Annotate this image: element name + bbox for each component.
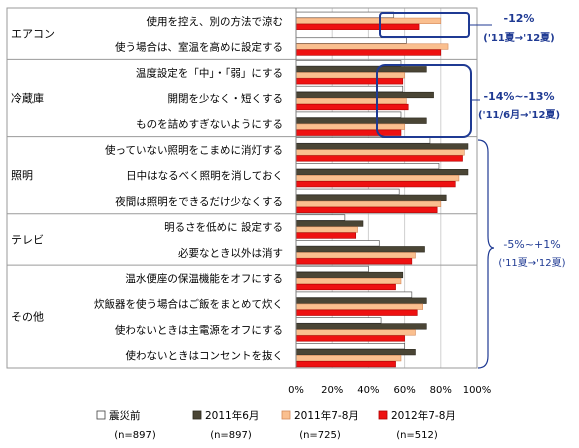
bar [295, 78, 404, 85]
bar [295, 226, 358, 233]
category-label: 使用を控え、別の方法で涼む [147, 15, 284, 28]
bar [295, 72, 405, 79]
category-label: 炊飯器を使う場合はご飯をまとめて炊く [94, 298, 283, 311]
bar [295, 17, 442, 24]
bar [295, 91, 434, 99]
category-label: 必要なとき以外は消す [178, 246, 283, 259]
category-label: 夜間は照明をできるだけ少なくする [115, 195, 283, 208]
bar [295, 181, 456, 188]
bar [295, 271, 404, 279]
bar [295, 137, 431, 144]
annotation-sublabel: ('11夏→'12夏) [498, 257, 565, 269]
bar [295, 123, 405, 130]
category-label: ものを詰めすぎないようにする [136, 118, 283, 131]
bar [295, 85, 404, 93]
x-tick-label: 20% [321, 385, 343, 396]
group-label: 冷蔵庫 [11, 91, 44, 105]
x-tick-label: 0% [288, 385, 304, 396]
bar [295, 265, 369, 273]
bar [295, 188, 400, 195]
x-tick-label: 60% [393, 385, 415, 396]
category-label: 明るさを低めに 設定する [164, 221, 283, 234]
x-tick-label: 100% [463, 385, 492, 396]
legend-swatch [378, 410, 388, 420]
bar [295, 200, 442, 207]
bar [295, 23, 420, 30]
annotation-sublabel: ('11夏→'12夏) [483, 32, 554, 44]
bar [295, 103, 409, 111]
bar [295, 343, 405, 350]
category-label: 使わないときは主電源をオフにする [115, 323, 283, 336]
bar [295, 220, 364, 227]
bar [295, 246, 425, 253]
bar [295, 317, 382, 324]
group-label: エアコン [11, 28, 55, 41]
bar [295, 240, 380, 247]
group-label: テレビ [11, 233, 44, 246]
category-label: 開閉を少なく・短くする [168, 92, 284, 105]
group-label: 照明 [11, 169, 33, 182]
category-label: 温度設定を「中」・「弱」にする [136, 66, 283, 79]
legend-n: (n=725) [299, 430, 341, 441]
bar [295, 277, 402, 285]
bar [295, 335, 405, 342]
legend-label: 2011年7-8月 [294, 409, 359, 422]
bar [295, 169, 469, 176]
category-label: 日中はなるべく照明を消しておく [126, 169, 283, 182]
bar [295, 258, 413, 265]
legend-n: (n=897) [210, 430, 252, 441]
bar [295, 129, 402, 136]
annotation-label: -14%~-13% [483, 90, 554, 103]
category-label: 温水便座の保温機能をオフにする [125, 272, 283, 285]
annotation-brace [477, 139, 495, 369]
legend-swatch [192, 410, 202, 420]
bar [295, 155, 463, 162]
bar [295, 143, 469, 150]
legend-n: (n=897) [114, 430, 156, 441]
bar [295, 232, 357, 239]
bar [295, 297, 427, 304]
legend-swatch [281, 410, 291, 420]
bar [295, 303, 423, 310]
bar [295, 37, 407, 44]
bar [295, 283, 396, 291]
legend-label: 2011年6月 [205, 409, 259, 422]
bar [295, 291, 413, 298]
category-label: 使っていない照明をこまめに消灯する [105, 143, 283, 156]
bar [295, 309, 418, 316]
legend-label: 震災前 [109, 409, 141, 422]
legend-n: (n=512) [396, 430, 438, 441]
annotation-label: -12% [504, 12, 535, 25]
bar [295, 117, 427, 124]
group-label: その他 [11, 311, 44, 324]
annotation-sublabel: ('11/6月→'12夏) [478, 109, 560, 121]
bar [295, 323, 427, 330]
legend-swatch [96, 410, 106, 420]
bar [295, 194, 447, 201]
bar [295, 66, 427, 73]
bar [295, 111, 402, 118]
plot-frame [6, 7, 478, 369]
x-tick-label: 80% [430, 385, 452, 396]
bar [295, 97, 407, 105]
legend-label: 2012年7-8月 [391, 409, 456, 422]
bar [295, 361, 396, 368]
annotation-label: -5%~+1% [503, 238, 560, 251]
bar [295, 355, 402, 362]
bar [295, 214, 346, 221]
x-tick-label: 40% [357, 385, 379, 396]
bar [295, 49, 442, 56]
bar [295, 163, 440, 170]
category-label: 使わないときはコンセントを抜く [126, 349, 284, 362]
bar [295, 149, 465, 156]
annotation-box [376, 64, 472, 138]
bar [295, 43, 449, 50]
bar [295, 349, 416, 356]
bar [295, 329, 416, 336]
bar [295, 252, 416, 259]
category-label: 使う場合は、室温を高めに設定する [115, 41, 283, 54]
bar [295, 206, 438, 213]
bar [295, 175, 460, 182]
